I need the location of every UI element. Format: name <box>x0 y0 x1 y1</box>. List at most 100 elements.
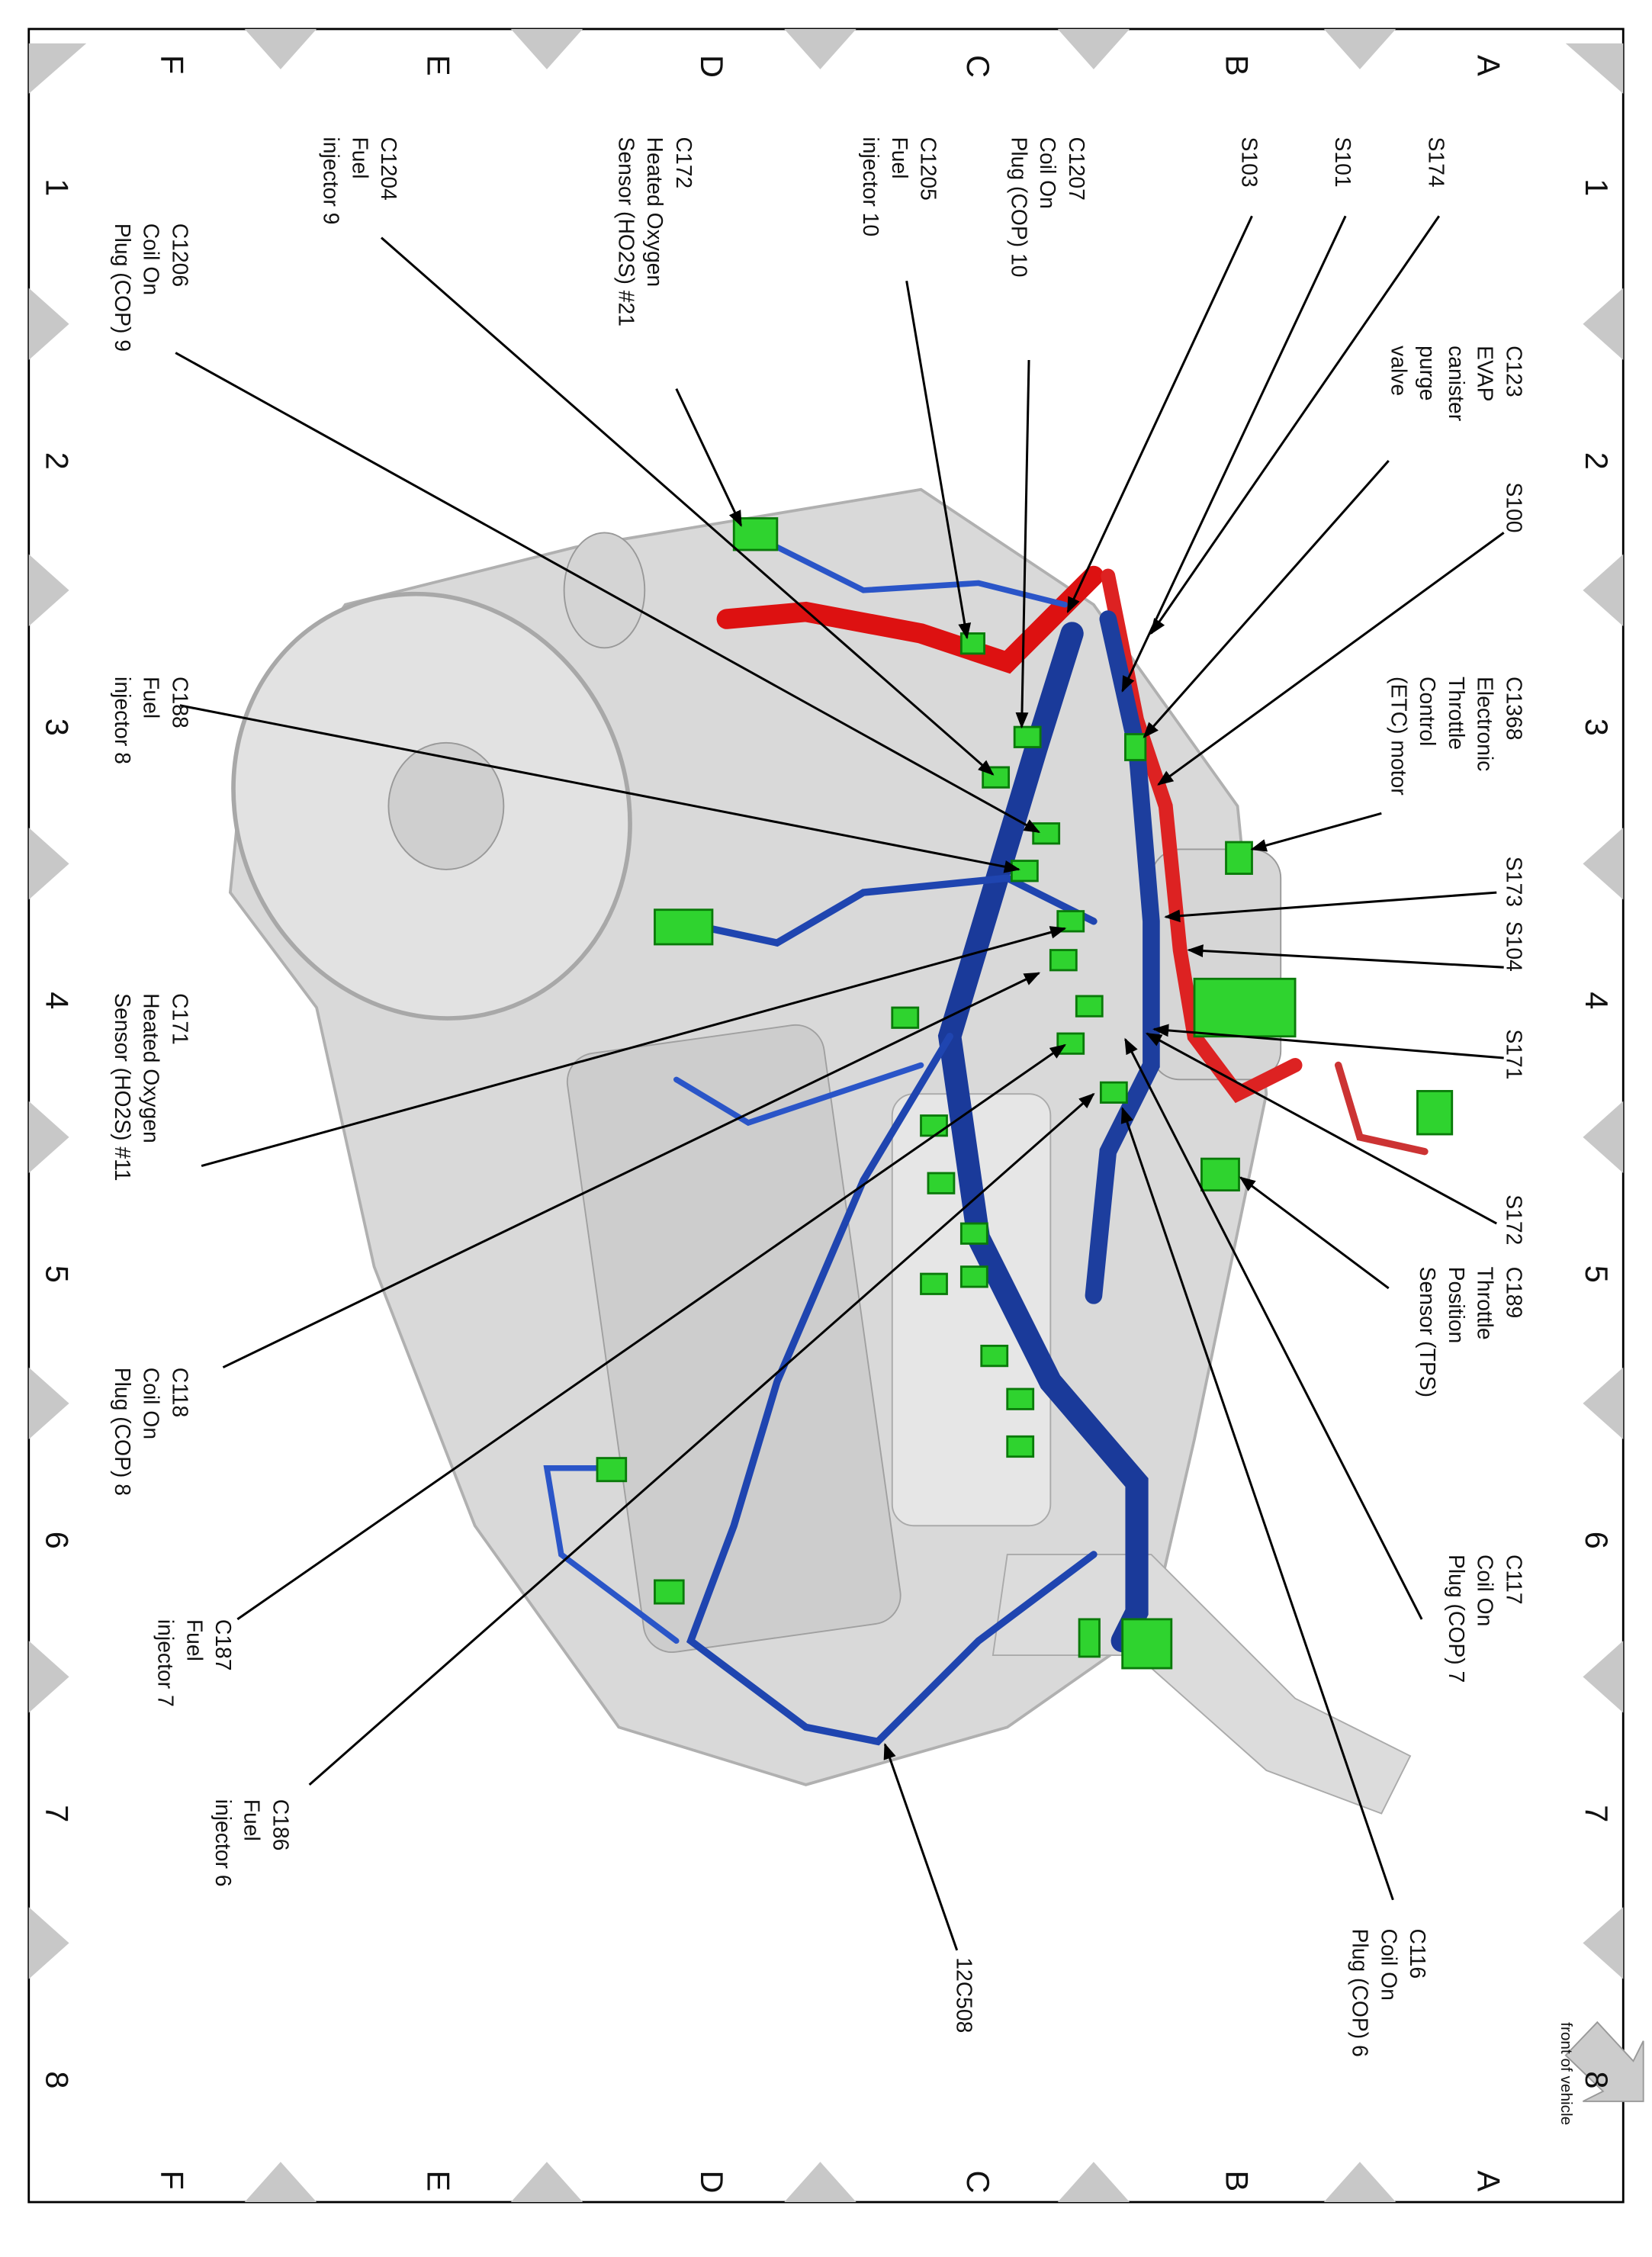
grid-letter: A <box>1471 2171 1507 2192</box>
engine <box>228 487 1412 1815</box>
leader-line <box>1066 215 1253 614</box>
marker <box>1323 29 1396 69</box>
callout-line: S173 <box>1502 857 1526 907</box>
leader-line <box>905 280 972 640</box>
callout-line: C1207 <box>1065 137 1089 201</box>
callout-line: Sensor (HO2S) #21 <box>614 137 638 327</box>
marker <box>28 828 69 900</box>
callout: 12C508 <box>953 1957 977 2033</box>
callout-line: S104 <box>1502 921 1526 972</box>
grid-number: 7 <box>39 1805 75 1822</box>
callout-line: S171 <box>1502 1029 1526 1079</box>
marker <box>1057 2162 1130 2203</box>
marker <box>28 554 69 627</box>
marker <box>510 29 583 69</box>
leader-line <box>222 972 1041 1369</box>
grid-number: 8 <box>39 2071 75 2088</box>
grid-letter: E <box>420 55 456 76</box>
grid-number: 6 <box>1579 1532 1615 1549</box>
marker <box>1583 1101 1624 1173</box>
leader-line <box>308 1092 1095 1786</box>
callout-line: C118 <box>168 1368 192 1418</box>
callout: S172 <box>1502 1194 1526 1245</box>
leader-line <box>1124 1037 1423 1620</box>
callout: S174 <box>1425 137 1449 188</box>
callout-line: Position <box>1445 1267 1469 1344</box>
front-of-vehicle: front of vehicle <box>1557 2022 1575 2125</box>
callout: S171 <box>1502 1029 1526 1079</box>
marker <box>1583 1907 1624 1979</box>
grid-number: 1 <box>39 178 75 196</box>
callout-line: canister <box>1445 346 1469 421</box>
marker <box>244 2162 317 2203</box>
marker <box>784 2162 857 2203</box>
front-arrow <box>1564 2021 1644 2102</box>
marker <box>1583 1641 1624 1713</box>
callout-line: Heated Oxygen <box>643 137 667 288</box>
callout-line: S174 <box>1425 137 1449 188</box>
callout-line: Heated Oxygen <box>140 993 164 1143</box>
grid-number: 1 <box>1579 178 1615 196</box>
border-markers <box>28 29 1624 2203</box>
callout-line: Sensor (HO2S) #11 <box>111 993 135 1181</box>
callout-line: Fuel <box>182 1619 207 1661</box>
callout-line: C1205 <box>917 137 941 201</box>
grid-letter: C <box>960 55 996 78</box>
marker <box>1057 29 1130 69</box>
callout-line: C1368 <box>1502 677 1526 740</box>
callout-line: Plug (COP) 9 <box>111 223 135 352</box>
marker <box>244 29 317 69</box>
callout-line: Coil On <box>1474 1555 1498 1626</box>
callout-line: Sensor (TPS) <box>1416 1267 1440 1397</box>
callout-line: Plug (COP) 7 <box>1445 1555 1469 1683</box>
callout-line: Throttle <box>1445 677 1469 750</box>
callout-line: Fuel <box>348 137 372 179</box>
grid-number: 4 <box>39 992 75 1009</box>
callout-line: injector 8 <box>111 677 135 764</box>
callout-line: S100 <box>1502 482 1526 532</box>
callout-line: injector 7 <box>154 1619 178 1707</box>
leader-line <box>883 1743 959 1951</box>
grid-number: 3 <box>39 719 75 736</box>
marker <box>510 2162 583 2203</box>
marker <box>784 29 857 69</box>
grid-letter: C <box>960 2171 996 2194</box>
callout-line: 12C508 <box>953 1957 977 2033</box>
callout-line: S103 <box>1237 137 1261 188</box>
marker <box>28 1907 69 1979</box>
grid-letter: D <box>694 2171 730 2194</box>
marker <box>28 1641 69 1713</box>
grid-number: 2 <box>1579 452 1615 470</box>
marker <box>1583 288 1624 360</box>
grid-number: 5 <box>1579 1265 1615 1283</box>
callout-line: C172 <box>672 137 696 189</box>
callout-line: Fuel <box>140 677 164 719</box>
leader-line <box>175 352 1041 834</box>
callout: S101 <box>1331 137 1355 188</box>
callout-line: C116 <box>1406 1929 1430 1979</box>
grid-number: 8 <box>1579 2071 1615 2088</box>
callout: S100 <box>1502 482 1526 532</box>
callout-line: EVAP <box>1474 346 1498 401</box>
grid-letter: F <box>154 55 190 74</box>
marker <box>1583 554 1624 627</box>
callout-line: S172 <box>1502 1194 1526 1245</box>
callout-line: purge <box>1416 346 1440 400</box>
marker <box>28 1367 69 1440</box>
callout-line: Plug (COP) 10 <box>1007 137 1031 278</box>
callout-line: C123 <box>1502 346 1526 397</box>
marker <box>28 288 69 360</box>
callout-line: Coil On <box>1036 137 1060 209</box>
leader-line <box>201 926 1067 1168</box>
leader-line <box>1157 532 1505 786</box>
